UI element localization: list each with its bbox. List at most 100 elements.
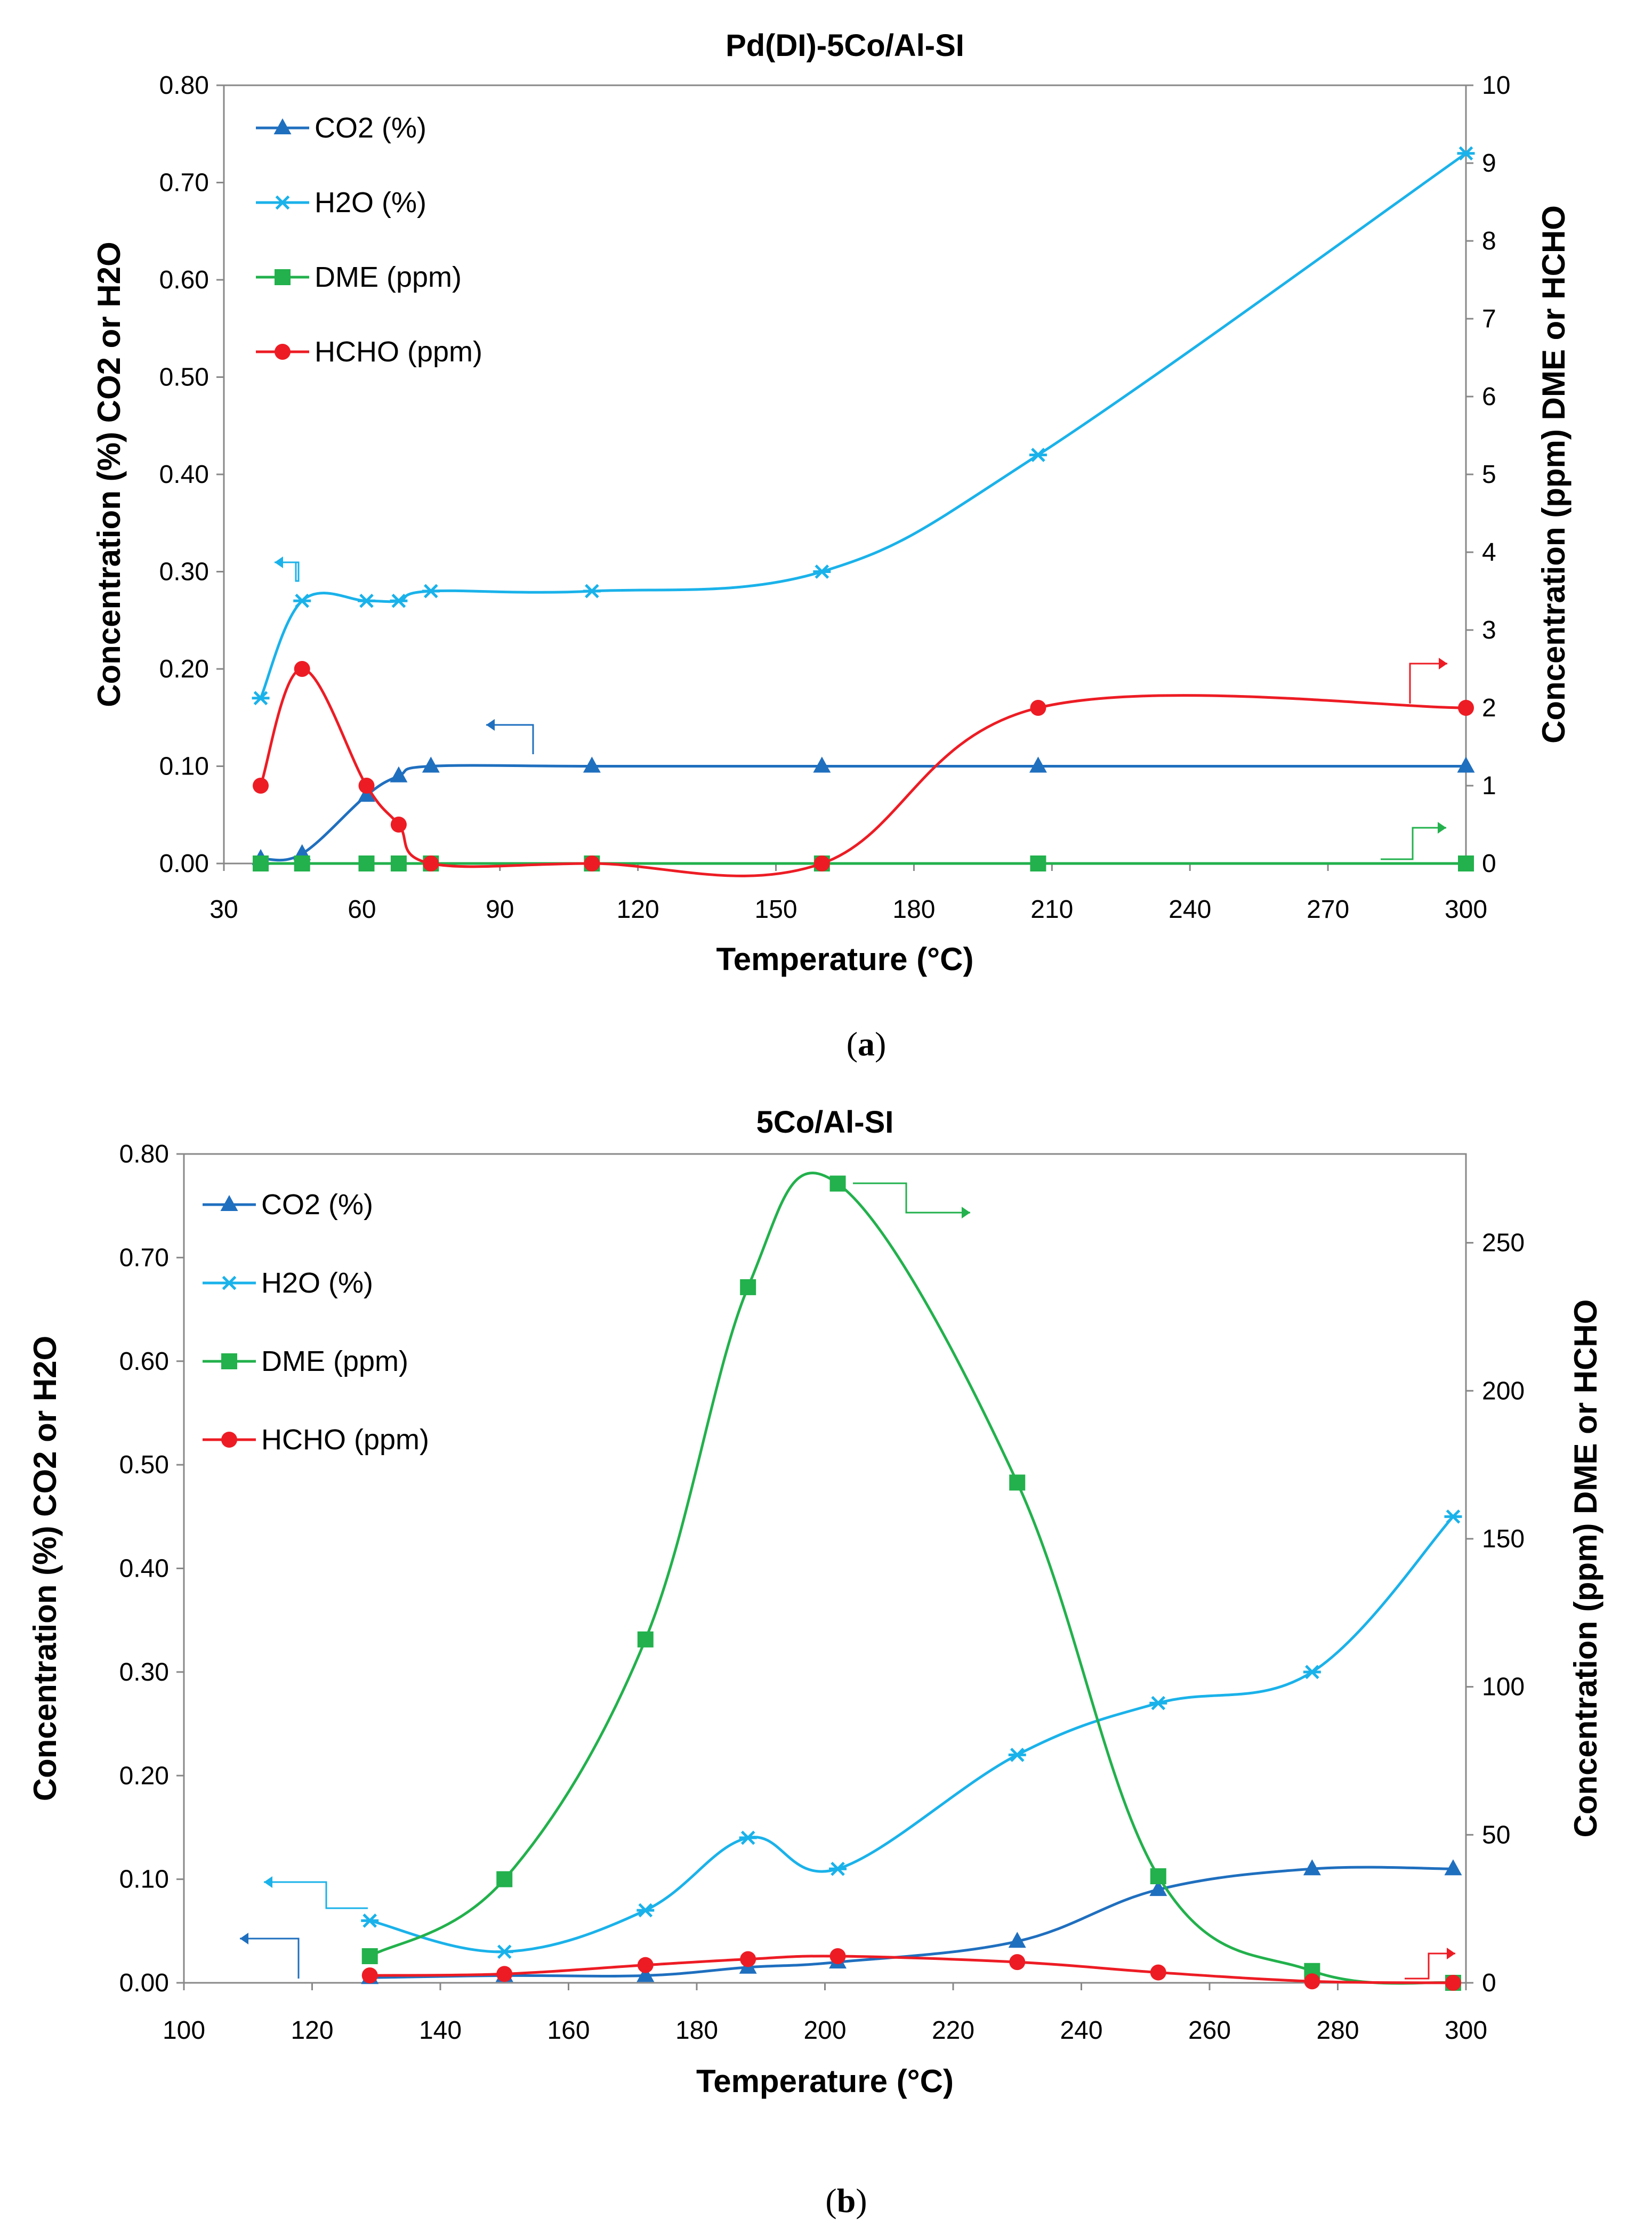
caption-open: (: [847, 1025, 858, 1063]
legend-label: DME (ppm): [261, 1345, 408, 1377]
axis-indicator-arrow-head: [1447, 1948, 1455, 1959]
y-right-tick-label: 50: [1482, 1821, 1510, 1849]
data-point: [252, 691, 270, 706]
x-axis-label: Temperature (°C): [696, 2063, 954, 2099]
axis-indicator-arrow-head: [240, 1933, 248, 1944]
data-point: [422, 756, 440, 773]
caption-letter: a: [858, 1025, 875, 1063]
y-right-tick-label: 7: [1482, 305, 1496, 333]
y-right-tick-label: 9: [1482, 149, 1496, 177]
data-point: [740, 1951, 756, 1967]
data-point: [496, 1966, 513, 1982]
data-point: [1458, 700, 1474, 716]
data-point: [1150, 1868, 1166, 1885]
y-right-axis-label: Concentration (ppm) DME or HCHO: [1536, 205, 1572, 744]
data-point: [584, 855, 600, 871]
chart-b: 5Co/Al-SI 100 120 140 160 180 200 220 240 260 280 3…: [27, 1105, 1603, 2219]
figure-caption: (a): [847, 1025, 887, 1063]
legend-marker: [220, 1276, 238, 1290]
axis-indicator-arrow-line: [486, 724, 534, 754]
x-tick-label: 280: [1316, 2016, 1359, 2045]
y-left-tick-label: 0.60: [119, 1347, 169, 1376]
data-point: [422, 584, 440, 599]
data-point: [253, 778, 269, 794]
data-point: [1303, 1859, 1321, 1876]
y-left-tick-label: 0.20: [159, 655, 209, 683]
data-point-stroke: [362, 1914, 377, 1928]
axis-indicator-arrow-head: [264, 1876, 272, 1888]
data-point: [495, 1944, 513, 1959]
data-point: [1030, 855, 1046, 871]
legend-label: H2O (%): [315, 187, 426, 219]
series-3: [361, 1172, 1461, 1991]
legend: CO2 (%) H2O (%) DME (ppm) HCHO (ppm): [256, 112, 482, 368]
x-tick-label: 300: [1445, 2016, 1487, 2045]
data-point: [813, 564, 831, 579]
y-left-tick-label: 0.10: [159, 753, 209, 781]
x-tick-label: 260: [1188, 2016, 1231, 2045]
y-left-tick-label: 0.40: [159, 461, 209, 489]
data-point: [361, 1914, 379, 1928]
y-right-tick-label: 1: [1482, 772, 1496, 800]
y-left-tick-label: 0.00: [159, 850, 209, 878]
axis-indicator-arrow: [1409, 658, 1447, 704]
data-point: [1030, 700, 1046, 716]
y-left-tick-label: 0.50: [119, 1451, 169, 1479]
data-point: [1304, 1973, 1320, 1990]
caption-open: (: [825, 2182, 836, 2219]
x-tick-label: 300: [1445, 895, 1487, 924]
axis-indicator-arrow: [240, 1933, 300, 1979]
y-right-tick-label: 150: [1482, 1525, 1525, 1553]
data-point: [813, 855, 830, 871]
legend-marker: [273, 118, 292, 134]
axis-indicator-arrow-head: [275, 556, 283, 568]
legend-marker: [220, 1195, 238, 1211]
series-4: [361, 1948, 1461, 1991]
data-point: [1029, 756, 1047, 773]
legend: CO2 (%) H2O (%) DME (ppm) HCHO (ppm): [203, 1189, 429, 1456]
data-point: [1008, 1932, 1026, 1948]
y-right-tick-label: 8: [1482, 227, 1496, 255]
data-point: [583, 584, 601, 599]
data-point-stroke: [585, 584, 599, 599]
x-tick-label: 210: [1030, 895, 1073, 924]
legend-marker-stroke: [275, 195, 290, 210]
y-left-tick-label: 0.70: [159, 169, 209, 197]
data-point-stroke: [831, 1861, 845, 1876]
legend-marker: [221, 1353, 237, 1369]
data-point: [1303, 1665, 1321, 1680]
x-tick-label: 60: [348, 895, 376, 924]
axis-indicator-arrow-line: [275, 561, 300, 582]
legend-marker: [221, 1432, 237, 1448]
data-point: [361, 1967, 378, 1984]
data-point: [1457, 146, 1475, 161]
data-point-stroke: [1305, 1665, 1319, 1680]
y-right-tick-label: 250: [1482, 1229, 1525, 1257]
axis-indicator-arrow-head: [962, 1207, 970, 1218]
data-point: [1149, 1696, 1167, 1710]
data-point: [739, 1830, 757, 1845]
x-tick-label: 120: [617, 895, 659, 924]
y-left-tick-label: 0.60: [159, 266, 209, 294]
y-right-axis-label: Concentration (ppm) DME or HCHO: [1568, 1299, 1603, 1838]
axis-indicator-arrow: [275, 556, 300, 582]
legend-label: HCHO (ppm): [261, 1424, 429, 1456]
y-right-tick-label: 2: [1482, 694, 1496, 722]
y-right-tick-label: 0: [1482, 850, 1496, 878]
data-point: [1444, 1859, 1462, 1876]
data-point-stroke: [1010, 1748, 1025, 1762]
data-point: [496, 1871, 513, 1887]
data-point: [829, 1948, 846, 1965]
axis-indicator-arrow: [486, 719, 534, 754]
data-point: [1445, 1975, 1461, 1991]
data-point: [829, 1175, 846, 1192]
caption-close: ): [875, 1025, 886, 1063]
x-tick-label: 150: [755, 895, 797, 924]
axis-indicator-arrow-line: [264, 1881, 368, 1909]
axis-indicator-arrow-head: [486, 719, 495, 731]
data-point: [637, 1631, 654, 1648]
data-point: [253, 855, 269, 871]
data-point: [1149, 1880, 1167, 1896]
series-2: [252, 146, 1475, 706]
